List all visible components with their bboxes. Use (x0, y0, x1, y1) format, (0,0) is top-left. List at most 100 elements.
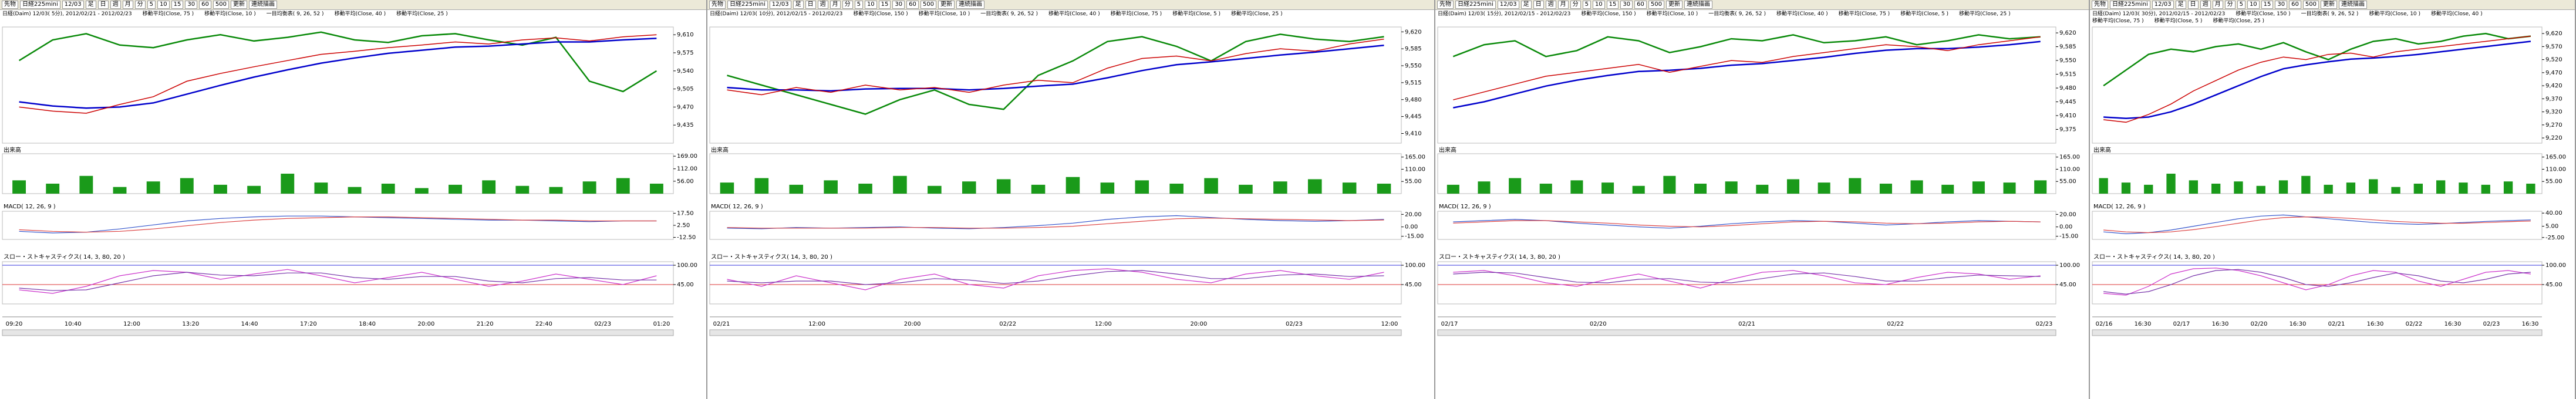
toolbar-button[interactable]: 週 (2200, 1, 2211, 9)
section-label: 出来高 (2093, 146, 2111, 154)
toolbar-button[interactable]: 足 (2175, 1, 2186, 9)
toolbar-button[interactable]: 10 (157, 1, 170, 9)
toolbar-button[interactable]: 日経225mini (2110, 1, 2150, 9)
lagging-line (1452, 34, 2041, 58)
legend-item: 移動平均(Close, 25 ) (2213, 18, 2265, 24)
toolbar-button[interactable]: 12/03 (62, 1, 84, 9)
toolbar-button[interactable]: 500 (2302, 1, 2319, 9)
y-tick-label: 165.00 (2545, 154, 2566, 161)
toolbar-button[interactable]: 60 (2289, 1, 2301, 9)
toolbar-button[interactable]: 先物 (2092, 1, 2108, 9)
y-tick-label: 9,550 (1405, 63, 1422, 69)
toolbar-button[interactable]: 12/03 (769, 1, 791, 9)
toolbar-button[interactable]: 週 (1545, 1, 1556, 9)
toolbar-button[interactable]: 分 (842, 1, 853, 9)
toolbar-button[interactable]: 日経225mini (20, 1, 60, 9)
y-tick-label: 169.00 (677, 153, 697, 160)
toolbar-button[interactable]: 15 (878, 1, 891, 9)
toolbar-button[interactable]: 週 (110, 1, 121, 9)
toolbar-button[interactable]: 500 (920, 1, 936, 9)
toolbar-button[interactable]: 足 (793, 1, 804, 9)
section-label: MACD( 12, 26, 9 ) (711, 204, 763, 210)
legend-item: 移動平均(Close, 75 ) (2092, 18, 2144, 24)
y-tick-label: 9,220 (2545, 135, 2562, 141)
toolbar-button[interactable]: 15 (2261, 1, 2274, 9)
toolbar-button[interactable]: 5 (1582, 1, 1591, 9)
toolbar-button[interactable]: 日 (97, 1, 109, 9)
toolbar-button[interactable]: 60 (199, 1, 211, 9)
toolbar-button[interactable]: 30 (185, 1, 198, 9)
toolbar-button[interactable]: 更新 (938, 1, 955, 9)
section-label: スロー・ストキャスティクス( 14, 3, 80, 20 ) (1439, 253, 1560, 261)
toolbar-button[interactable]: 連続描画 (1684, 1, 1712, 9)
legend-item: 日経(Daim) 12/03( 15分), 2012/02/15 - 2012/… (1438, 11, 1571, 17)
toolbar-button[interactable]: 連続描画 (956, 1, 984, 9)
toolbar-button[interactable]: 日経225mini (1455, 1, 1496, 9)
toolbar-button[interactable]: 日 (1533, 1, 1544, 9)
toolbar-button[interactable]: 更新 (230, 1, 247, 9)
toolbar-button[interactable]: 月 (830, 1, 841, 9)
toolbar-button[interactable]: 分 (134, 1, 146, 9)
volume-bar (1941, 184, 1954, 194)
toolbar-button[interactable]: 5 (147, 1, 156, 9)
toolbar-button[interactable]: 分 (2224, 1, 2236, 9)
volume-bar (2099, 178, 2108, 194)
section-label: MACD( 12, 26, 9 ) (4, 204, 56, 210)
toolbar-button[interactable]: 週 (817, 1, 828, 9)
toolbar-button[interactable]: 30 (892, 1, 905, 9)
y-tick-label: 9,585 (1405, 46, 1422, 52)
volume-bar (2324, 184, 2333, 194)
toolbar-button[interactable]: 連続描画 (2338, 1, 2367, 9)
y-tick-label: 9,480 (2059, 85, 2076, 92)
plot-area (2092, 26, 2543, 144)
legend-item: 日経(Daim) 12/03( 30分), 2012/02/15 - 2012/… (2092, 11, 2226, 17)
toolbar-button[interactable]: 足 (1520, 1, 1532, 9)
x-tick-label: 13:20 (182, 321, 199, 327)
toolbar-button[interactable]: 更新 (2320, 1, 2337, 9)
volume-bar (314, 182, 328, 194)
volume-bar (247, 185, 261, 194)
plot-area (2092, 211, 2543, 240)
toolbar-button[interactable]: 先物 (709, 1, 726, 9)
toolbar-button[interactable]: 500 (1648, 1, 1664, 9)
toolbar-button[interactable]: 日 (805, 1, 816, 9)
toolbar-button[interactable]: 月 (122, 1, 133, 9)
toolbar-button[interactable]: 先物 (2, 1, 18, 9)
volume-bar (1972, 181, 1985, 194)
toolbar-button[interactable]: 12/03 (2152, 1, 2174, 9)
toolbar-button[interactable]: 500 (213, 1, 229, 9)
toolbar-button[interactable]: 連続描画 (248, 1, 277, 9)
toolbar-button[interactable]: 15 (171, 1, 184, 9)
toolbar-button[interactable]: 更新 (1665, 1, 1683, 9)
y-tick-label: 165.00 (1405, 154, 1425, 161)
volume-bar (1239, 184, 1253, 194)
toolbar-button[interactable]: 60 (906, 1, 919, 9)
toolbar-button[interactable]: 月 (1557, 1, 1569, 9)
toolbar-button[interactable]: 60 (1634, 1, 1647, 9)
toolbar: 先物 日経225mini 12/03 足日週月分 5 10 15 30 60 500 更新 連続描画 (2090, 0, 2575, 10)
toolbar-button[interactable]: 10 (864, 1, 877, 9)
volume-bar (2301, 175, 2311, 194)
toolbar-button[interactable]: 日経225mini (727, 1, 768, 9)
toolbar-button[interactable]: 30 (1620, 1, 1633, 9)
volume-bar (515, 185, 530, 194)
y-tick-label: 9,480 (1405, 97, 1422, 103)
volume-bar (1447, 184, 1459, 194)
volume-bar (1725, 181, 1738, 194)
toolbar-button[interactable]: 5 (2237, 1, 2245, 9)
toolbar-button[interactable]: 15 (1606, 1, 1619, 9)
toolbar-button[interactable]: 先物 (1437, 1, 1454, 9)
legend-item: 日経(Daim) 12/03( 5分), 2012/02/21 - 2012/0… (2, 11, 132, 17)
legend-item: 移動平均(Close, 150 ) (2236, 11, 2291, 17)
toolbar-button[interactable]: 月 (2212, 1, 2223, 9)
toolbar-button[interactable]: 30 (2275, 1, 2288, 9)
toolbar-button[interactable]: 足 (85, 1, 96, 9)
toolbar-button[interactable]: 10 (2247, 1, 2260, 9)
x-tick-label: 20:00 (417, 321, 434, 327)
toolbar-button[interactable]: 分 (1570, 1, 1581, 9)
toolbar-button[interactable]: 12/03 (1497, 1, 1519, 9)
toolbar-button[interactable]: 10 (1592, 1, 1605, 9)
toolbar-button[interactable]: 日 (2187, 1, 2199, 9)
x-tick-label: 02/21 (713, 321, 730, 327)
toolbar-button[interactable]: 5 (854, 1, 863, 9)
